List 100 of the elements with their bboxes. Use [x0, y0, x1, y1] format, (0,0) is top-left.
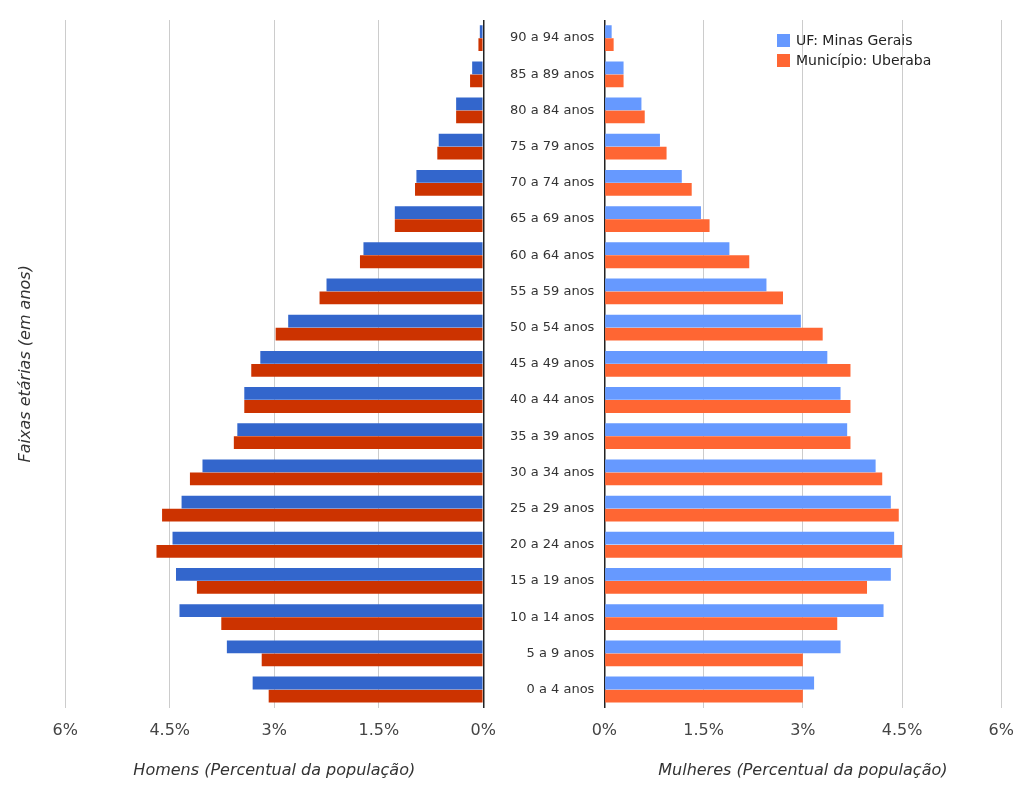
- bar: [268, 689, 483, 703]
- y-tick-label: 65 a 69 anos: [509, 210, 595, 226]
- y-axis-title: Faixas etárias (em anos): [14, 265, 34, 463]
- bar: [605, 640, 841, 654]
- bar: [156, 544, 483, 558]
- bar: [605, 327, 823, 341]
- bar: [470, 74, 483, 88]
- x-tick-label: 1.5%: [358, 720, 400, 740]
- bar: [605, 242, 730, 256]
- y-tick-label: 60 a 64 anos: [509, 246, 595, 262]
- bar: [605, 219, 710, 232]
- bar: [605, 363, 851, 377]
- bar: [605, 689, 803, 703]
- bar: [605, 291, 783, 305]
- bar: [605, 544, 903, 558]
- bar: [605, 110, 645, 124]
- bar: [172, 531, 483, 545]
- y-tick-label: 75 a 79 anos: [509, 138, 595, 154]
- bar: [162, 508, 483, 522]
- bar: [456, 110, 483, 124]
- bar: [605, 400, 851, 413]
- bar: [605, 61, 624, 75]
- bar: [605, 146, 667, 160]
- y-tick-label: 20 a 24 anos: [509, 536, 595, 552]
- bar: [394, 219, 483, 232]
- bar: [359, 255, 483, 269]
- x-tick-label: 4.5%: [149, 720, 191, 740]
- bar: [605, 423, 848, 437]
- bar: [605, 653, 803, 667]
- bar: [319, 291, 483, 305]
- bar: [179, 604, 483, 617]
- bar: [181, 495, 483, 509]
- bar: [202, 459, 483, 473]
- y-tick-label: 70 a 74 anos: [509, 174, 595, 190]
- bar: [472, 61, 483, 75]
- y-tick-label: 15 a 19 anos: [509, 572, 595, 588]
- bar: [251, 363, 483, 377]
- y-tick-label: 45 a 49 anos: [509, 355, 595, 371]
- bar: [261, 653, 483, 667]
- bar: [605, 97, 642, 111]
- bar: [605, 676, 815, 690]
- bar: [605, 278, 767, 292]
- y-tick-label: 50 a 54 anos: [509, 318, 595, 334]
- y-tick-label: 35 a 39 anos: [509, 427, 595, 443]
- bar: [605, 314, 801, 328]
- y-tick-label: 85 a 89 anos: [509, 65, 595, 81]
- x-tick-label: 4.5%: [881, 720, 923, 740]
- x-tick-label: 1.5%: [683, 720, 724, 740]
- bar: [605, 568, 891, 581]
- bar: [221, 617, 483, 631]
- bar: [237, 423, 483, 437]
- bar: [363, 242, 483, 256]
- bar: [288, 314, 483, 328]
- bar: [605, 74, 624, 88]
- x-axis-title: Mulheres (Percentual da população): [658, 759, 948, 779]
- bar: [244, 400, 483, 413]
- y-tick-label: 0 a 4 anos: [526, 680, 595, 696]
- bar: [605, 182, 692, 196]
- bar: [605, 38, 614, 51]
- bar: [605, 206, 701, 219]
- x-tick-label: 0%: [591, 720, 618, 740]
- bar: [226, 640, 483, 654]
- bar: [394, 206, 483, 219]
- legend-label: Município: Uberaba: [794, 51, 932, 70]
- bar: [605, 436, 851, 450]
- bar: [176, 568, 483, 581]
- y-tick-label: 40 a 44 anos: [509, 391, 595, 407]
- bar: [415, 182, 483, 196]
- y-tick-label: 55 a 59 anos: [509, 282, 595, 298]
- y-tick-label: 90 a 94 anos: [509, 29, 595, 45]
- bar: [605, 617, 838, 631]
- bar: [244, 387, 483, 400]
- y-tick-label: 25 a 29 anos: [509, 499, 595, 515]
- bar: [233, 436, 483, 450]
- bar: [605, 387, 841, 400]
- bar: [605, 508, 899, 522]
- bar: [605, 472, 883, 486]
- bar: [479, 25, 483, 38]
- y-tick-label: 30 a 34 anos: [509, 463, 595, 479]
- bar: [437, 146, 483, 160]
- bar: [605, 459, 876, 473]
- bar: [260, 350, 483, 364]
- legend-label: UF: Minas Gerais: [794, 31, 914, 50]
- bar: [478, 38, 483, 51]
- bar: [605, 604, 884, 617]
- bar: [605, 350, 828, 364]
- x-tick-label: 6%: [52, 720, 78, 740]
- bar: [605, 169, 682, 183]
- bar: [605, 25, 612, 38]
- bar: [605, 133, 660, 147]
- y-tick-label: 10 a 14 anos: [509, 608, 595, 624]
- bar: [326, 278, 483, 292]
- bar: [189, 472, 483, 486]
- x-tick-label: 6%: [988, 720, 1014, 740]
- y-tick-label: 5 a 9 anos: [526, 644, 595, 660]
- x-axis-title: Homens (Percentual da população): [133, 759, 416, 779]
- bar: [275, 327, 483, 341]
- bar: [416, 169, 483, 183]
- bar: [605, 531, 895, 545]
- bar: [196, 581, 483, 594]
